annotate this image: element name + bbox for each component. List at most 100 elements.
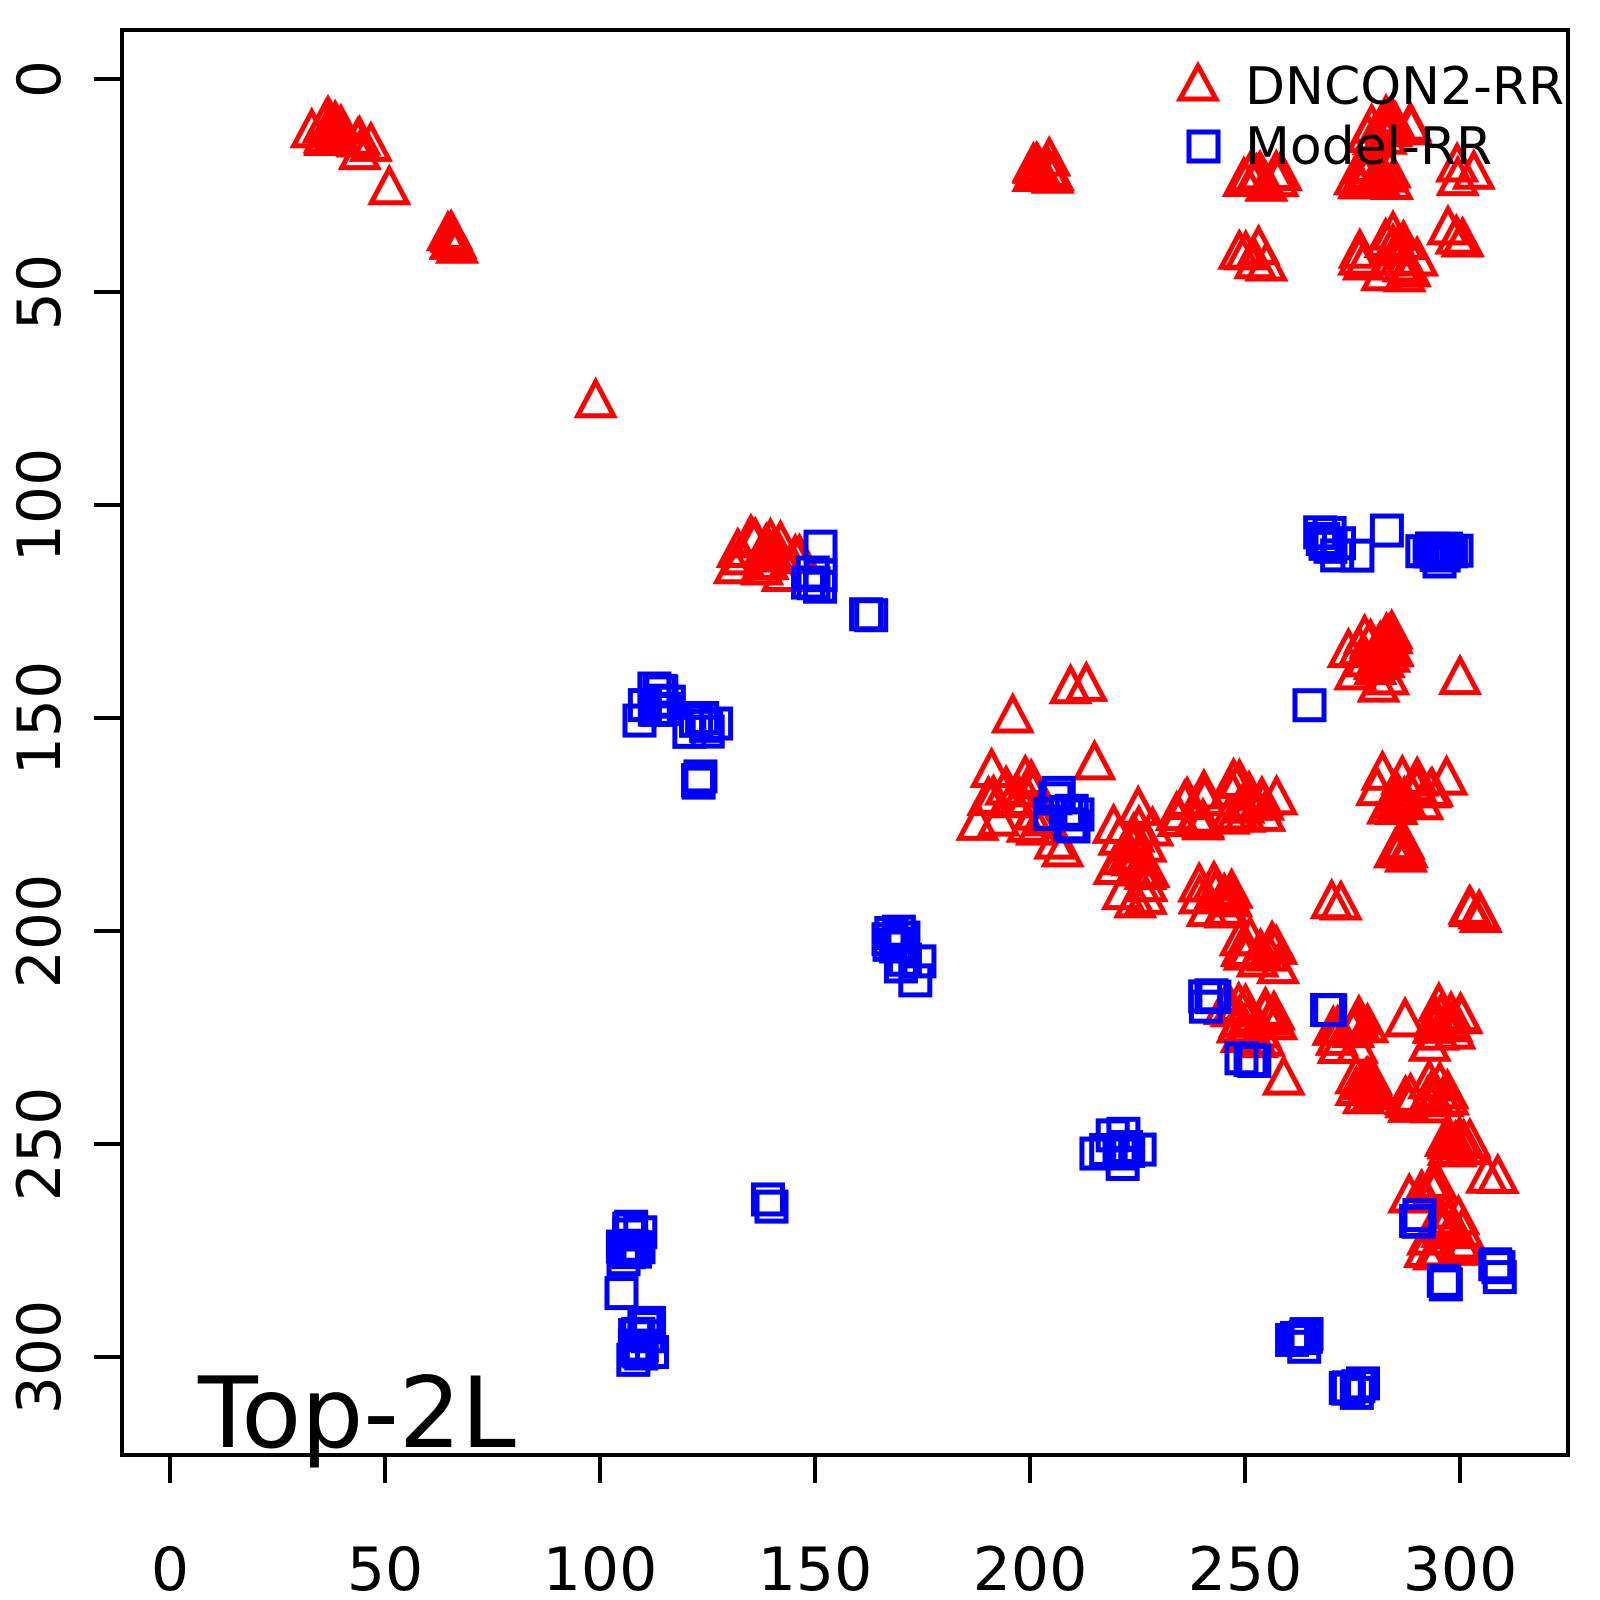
data-point-square	[604, 1276, 639, 1311]
data-point-triangle	[1434, 212, 1479, 255]
y-tick-label: 0	[5, 60, 75, 98]
data-point-triangle	[1180, 796, 1226, 839]
legend-label-dncon2: DNCON2-RR	[1245, 57, 1564, 117]
data-point-triangle	[1337, 624, 1382, 667]
x-axis: 0 50 100 150 200 250 300	[151, 1455, 1517, 1600]
y-tick-label: 50	[5, 254, 75, 330]
data-point-triangle	[1386, 1081, 1432, 1123]
data-point-triangle	[1116, 803, 1161, 846]
data-point-square	[1369, 513, 1404, 548]
data-point-triangle	[367, 163, 412, 206]
data-point-triangle	[1433, 1125, 1478, 1168]
data-point-triangle	[1383, 830, 1429, 873]
data-point-square	[1111, 1133, 1146, 1168]
data-point-triangle	[1394, 234, 1440, 277]
data-point-triangle	[1352, 638, 1398, 681]
data-point-triangle	[1202, 871, 1247, 913]
data-point-triangle	[1333, 648, 1378, 691]
annotation-top2l: Top-2L	[197, 1357, 516, 1471]
data-point-triangle	[1235, 935, 1280, 978]
data-point-triangle	[1337, 226, 1382, 269]
data-point-triangle	[1116, 784, 1161, 826]
y-axis: 0 50 100 150 200 250 300	[5, 60, 122, 1414]
data-point-triangle	[1261, 1053, 1306, 1096]
data-point-triangle	[1092, 843, 1137, 885]
data-point-square	[620, 1333, 655, 1368]
data-point-triangle	[1382, 995, 1428, 1038]
data-point-square	[672, 714, 707, 749]
y-tick-label: 200	[5, 874, 75, 989]
x-tick-label: 50	[347, 1535, 423, 1600]
data-point-triangle	[1254, 148, 1299, 191]
y-tick-label: 100	[5, 448, 75, 563]
data-point-square	[750, 1182, 785, 1217]
y-tick-label: 150	[5, 661, 75, 776]
data-point-triangle	[1244, 159, 1289, 202]
data-point-triangle	[966, 774, 1011, 817]
data-point-square	[1330, 1371, 1365, 1406]
data-point-triangle	[1217, 227, 1262, 270]
data-point-square	[898, 963, 933, 998]
data-point-triangle	[1177, 860, 1222, 903]
data-point-square	[617, 1234, 652, 1269]
data-point-triangle	[1440, 215, 1485, 258]
data-point-square	[1428, 1267, 1463, 1302]
legend: DNCON2-RR Model-RR	[1175, 57, 1564, 177]
data-point-triangle	[1309, 877, 1354, 920]
data-point-square	[803, 529, 838, 564]
data-point-triangle	[1375, 822, 1421, 865]
data-point-triangle	[1154, 789, 1199, 832]
data-point-triangle	[1123, 873, 1169, 915]
data-point-square	[1275, 1322, 1310, 1357]
data-point-triangle	[1030, 151, 1075, 194]
data-point-triangle	[1361, 616, 1407, 659]
data-point-triangle	[313, 98, 358, 141]
data-point-square	[849, 597, 884, 632]
data-point-triangle	[1215, 788, 1260, 831]
data-point-triangle	[433, 217, 478, 259]
data-point-triangle	[1378, 775, 1423, 818]
data-point-square	[622, 703, 657, 738]
data-point-square	[640, 692, 675, 727]
data-point-triangle	[1243, 989, 1288, 1032]
data-point-triangle	[1365, 782, 1411, 825]
data-point-triangle	[1370, 208, 1416, 251]
data-point-triangle	[1234, 154, 1279, 197]
data-point-square	[754, 1189, 789, 1224]
series-dncon2-rr	[289, 92, 1520, 1271]
data-point-square	[1405, 534, 1440, 569]
data-point-triangle	[1011, 142, 1057, 184]
data-point-square	[1292, 688, 1327, 723]
data-point-triangle	[1072, 738, 1117, 781]
data-point-square	[624, 1336, 659, 1371]
data-point-triangle	[1337, 233, 1382, 276]
data-point-square	[796, 566, 831, 601]
data-point-square	[1482, 1260, 1517, 1295]
data-point-square	[1399, 1204, 1434, 1239]
data-point-triangle	[1352, 154, 1398, 197]
data-point-triangle	[1227, 150, 1272, 193]
data-point-square	[1089, 1132, 1124, 1167]
data-point-square	[679, 703, 714, 738]
data-point-triangle	[712, 542, 757, 585]
data-point-triangle	[1381, 818, 1426, 861]
data-point-triangle	[1255, 942, 1301, 985]
data-point-triangle	[1400, 778, 1445, 821]
y-tick-label: 250	[5, 1087, 75, 1202]
data-point-triangle	[1244, 239, 1289, 282]
data-point-triangle	[1375, 224, 1420, 267]
data-point-triangle	[1437, 653, 1483, 696]
data-point-triangle	[1423, 1187, 1468, 1230]
data-point-square	[1041, 775, 1076, 810]
data-point-triangle	[1341, 1072, 1386, 1115]
data-point-square	[803, 569, 838, 604]
data-point-triangle	[1407, 1057, 1452, 1100]
plot-border	[120, 28, 1570, 1457]
data-point-square	[1038, 781, 1073, 816]
data-point-triangle	[1124, 860, 1169, 903]
data-point-triangle	[990, 691, 1035, 734]
data-point-triangle	[1425, 1067, 1470, 1110]
data-point-square	[627, 1310, 662, 1345]
data-point-triangle	[748, 516, 793, 559]
